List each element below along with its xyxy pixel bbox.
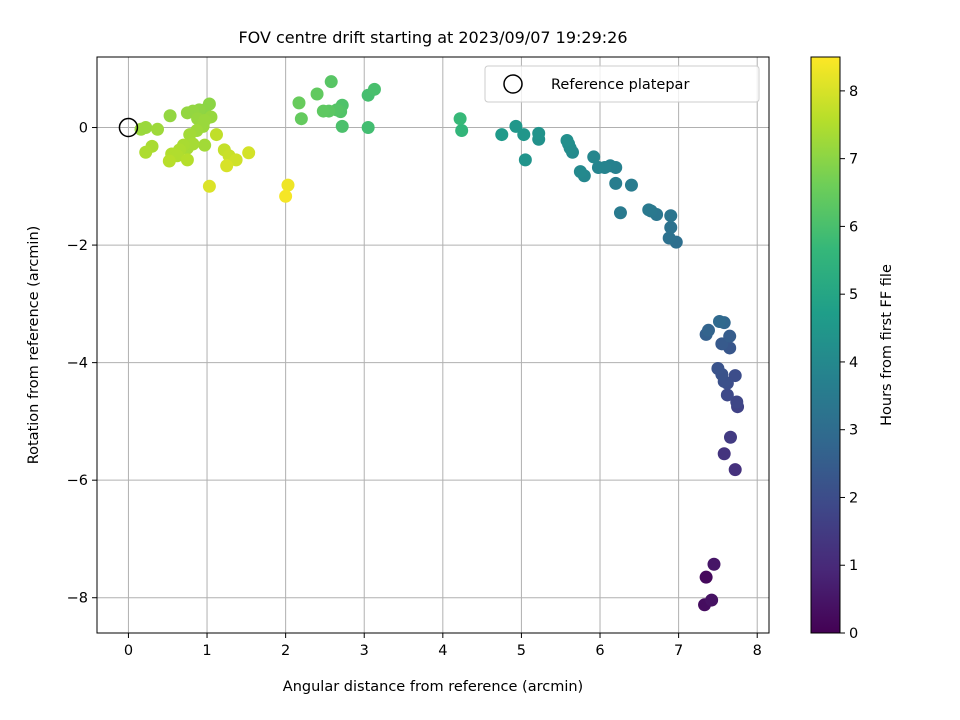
x-tick-label: 2 (281, 643, 290, 659)
y-tick-label: −2 (67, 238, 88, 254)
data-point (662, 231, 676, 245)
data-point (281, 178, 295, 192)
data-point (151, 122, 165, 136)
colorbar-tick-label: 6 (849, 219, 858, 235)
reference-platepar-marker (118, 117, 139, 138)
legend-reference-marker (503, 74, 523, 94)
legend: Reference platepar (484, 65, 760, 103)
data-point (310, 87, 324, 101)
y-axis-ticks: −8 −6 −4 −2 0 (67, 121, 97, 607)
data-point (453, 112, 467, 126)
x-tick-label: 4 (438, 643, 447, 659)
data-point (699, 570, 713, 584)
data-point (220, 159, 234, 173)
y-tick-label: −4 (67, 356, 88, 372)
data-point (198, 138, 212, 152)
x-tick-label: 5 (517, 643, 526, 659)
x-tick-label: 1 (202, 643, 211, 659)
data-point (163, 109, 177, 123)
x-tick-label: 8 (753, 643, 762, 659)
data-point (664, 220, 678, 234)
data-point (624, 178, 638, 192)
colorbar-tick-label: 8 (849, 84, 858, 100)
colorbar-tick-label: 1 (849, 558, 858, 574)
y-tick-label: −8 (67, 591, 88, 607)
data-point (573, 165, 587, 179)
x-tick-label: 0 (124, 643, 133, 659)
colorbar-tick-label: 0 (849, 626, 858, 642)
colorbar-gradient (810, 56, 841, 634)
data-point (705, 593, 719, 607)
data-point (591, 160, 605, 174)
data-point (518, 153, 532, 167)
y-axis-label: Rotation from reference (arcmin) (26, 226, 42, 465)
data-point (279, 189, 293, 203)
data-point (730, 395, 744, 409)
legend-entry: Reference platepar (551, 77, 689, 93)
x-tick-label: 3 (360, 643, 369, 659)
data-point (202, 179, 216, 193)
data-point (517, 128, 531, 142)
data-point (361, 121, 375, 135)
data-point (609, 176, 623, 190)
x-axis-ticks: 0 1 2 3 4 5 6 7 8 (124, 633, 762, 659)
data-point (723, 430, 737, 444)
colorbar: 0 1 2 3 4 5 6 7 8 Hours from first FF file (810, 56, 895, 642)
grid-lines (97, 57, 769, 633)
data-point (532, 126, 546, 140)
x-tick-label: 6 (595, 643, 604, 659)
data-point (587, 150, 601, 164)
colorbar-ticks: 0 1 2 3 4 5 6 7 8 (840, 84, 858, 642)
data-point (294, 112, 308, 126)
data-point (335, 119, 349, 133)
data-points (134, 75, 745, 612)
data-point (316, 104, 330, 118)
data-point (209, 128, 223, 142)
data-point (728, 463, 742, 477)
data-point (664, 209, 678, 223)
data-point (711, 362, 725, 376)
data-point (162, 154, 176, 168)
y-tick-label: 0 (79, 121, 88, 137)
data-point (723, 329, 737, 343)
colorbar-tick-label: 3 (849, 423, 858, 439)
data-point (495, 128, 509, 142)
data-point (560, 133, 574, 147)
data-point (720, 388, 734, 402)
data-point (229, 153, 243, 167)
colorbar-tick-label: 5 (849, 287, 858, 303)
data-point (712, 314, 726, 328)
data-point (717, 447, 731, 461)
colorbar-tick-label: 2 (849, 490, 858, 506)
chart-title: FOV centre drift starting at 2023/09/07 … (238, 28, 627, 47)
data-point (642, 203, 656, 217)
data-point (367, 82, 381, 96)
data-point (324, 75, 338, 89)
x-axis-label: Angular distance from reference (arcmin) (283, 679, 583, 695)
data-point (701, 323, 715, 337)
data-point (180, 106, 194, 120)
data-point (613, 206, 627, 220)
data-point (509, 119, 523, 133)
x-tick-label: 7 (674, 643, 683, 659)
legend-box (484, 65, 760, 103)
data-point (455, 123, 469, 137)
data-point (707, 557, 721, 571)
colorbar-label: Hours from first FF file (879, 264, 895, 426)
colorbar-tick-label: 4 (849, 355, 858, 371)
colorbar-tick-label: 7 (849, 152, 858, 168)
y-tick-label: −6 (67, 473, 88, 489)
plot-frame (96, 56, 770, 634)
data-point (242, 146, 256, 160)
data-point (292, 96, 306, 110)
data-point (139, 145, 153, 159)
data-point (180, 153, 194, 167)
